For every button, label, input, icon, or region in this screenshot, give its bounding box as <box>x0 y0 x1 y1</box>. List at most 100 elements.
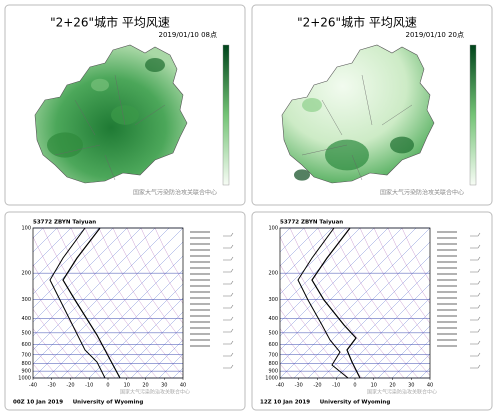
wind-barb <box>223 280 234 285</box>
wind-barb <box>470 340 481 345</box>
diagram-lines <box>280 228 430 378</box>
wind-barb <box>223 352 234 357</box>
isotherm <box>46 241 183 378</box>
isotherm <box>293 241 430 378</box>
wind-blob <box>325 139 369 171</box>
adiabat <box>289 228 391 378</box>
isotherm <box>377 325 430 378</box>
temp-label: -30 <box>295 383 303 389</box>
wind-blob <box>91 78 109 92</box>
temp-label: -40 <box>29 383 37 389</box>
temp-label: -30 <box>48 383 56 389</box>
wind-barb <box>470 268 481 273</box>
isotherm <box>280 228 319 267</box>
pressure-label: 900 <box>21 369 31 375</box>
adiabat <box>373 228 430 324</box>
adiabat <box>154 228 183 283</box>
adiabat <box>33 236 130 378</box>
wind-barb <box>470 292 481 297</box>
adiabat <box>140 228 183 304</box>
credit: 国家大气污染防治攻关联合中心 <box>120 389 190 396</box>
isotherm <box>321 269 430 378</box>
temp-label: 10 <box>124 383 130 389</box>
temp-label: 0 <box>106 383 109 389</box>
wind-barb <box>470 316 481 321</box>
pressure-label: 700 <box>268 352 278 358</box>
adiabat <box>126 228 183 324</box>
adiabat <box>280 308 335 378</box>
pressure-label: 600 <box>268 342 278 348</box>
isotherm <box>33 228 114 309</box>
map-title: "2+26"城市 平均风速 <box>50 15 170 30</box>
isotherm <box>102 297 183 378</box>
obs-time: 00Z 10 Jan 2019 <box>13 400 63 406</box>
temp-label: 0 <box>353 383 356 389</box>
colorbar <box>469 44 477 186</box>
pressure-label: 100 <box>21 226 31 232</box>
plot-border <box>32 227 184 379</box>
adiabat <box>280 287 349 378</box>
temp-label: 10 <box>371 383 377 389</box>
wind-blob <box>111 105 139 125</box>
wind-barb <box>223 316 234 321</box>
wind-barb <box>223 304 234 309</box>
wind-barb <box>470 352 481 357</box>
pressure-label: 700 <box>21 352 31 358</box>
isotherm <box>280 228 333 281</box>
isotherm <box>88 283 183 378</box>
isotherm <box>74 269 183 378</box>
panel-frame <box>251 211 493 411</box>
wind-barb <box>470 328 481 333</box>
adiabat <box>317 228 419 378</box>
isotherm <box>33 228 170 365</box>
temp-label: 30 <box>408 383 414 389</box>
isotherm <box>280 228 375 323</box>
border <box>301 144 348 156</box>
isotherm <box>144 339 183 378</box>
border <box>361 74 373 126</box>
temperature-profile <box>311 227 361 379</box>
border <box>114 74 126 126</box>
adiabat <box>33 264 116 378</box>
dewpoint-profile <box>49 227 106 379</box>
adiabat <box>112 228 183 343</box>
pressure-label: 300 <box>21 297 31 303</box>
pressure-label: 400 <box>21 316 31 322</box>
wind-blob <box>47 132 83 158</box>
isotherm <box>363 311 430 378</box>
isotherm <box>280 228 361 309</box>
station: 53772 ZBYN Taiyuan <box>280 220 343 226</box>
temp-label: -10 <box>332 383 340 389</box>
isotherm <box>130 325 183 378</box>
border <box>54 144 101 156</box>
pressure-label: 300 <box>268 297 278 303</box>
border <box>104 154 116 181</box>
wind-barb <box>223 340 234 345</box>
border <box>321 99 343 136</box>
wind-blob <box>294 169 310 181</box>
border <box>381 104 413 126</box>
adiabat <box>280 264 363 378</box>
isotherm <box>33 228 100 295</box>
temp-label: 30 <box>161 383 167 389</box>
wind-blob <box>390 136 414 154</box>
wind-barb <box>223 232 234 237</box>
diagram-lines <box>33 228 183 378</box>
pressure-label: 1000 <box>18 376 31 382</box>
credit: 国家大气污染防治攻关联合中心 <box>367 389 437 396</box>
pressure-label: 500 <box>268 330 278 336</box>
pressure-label: 800 <box>268 361 278 367</box>
adiabat <box>70 228 172 378</box>
adiabat <box>33 287 102 378</box>
wind-barb <box>223 292 234 297</box>
adiabat <box>42 228 144 378</box>
adiabat <box>359 228 430 343</box>
isotherm <box>335 283 430 378</box>
isotherm <box>280 228 430 378</box>
isotherm <box>349 297 430 378</box>
temp-label: 20 <box>142 383 148 389</box>
map-title: "2+26"城市 平均风速 <box>297 15 417 30</box>
isotherm <box>60 255 183 378</box>
